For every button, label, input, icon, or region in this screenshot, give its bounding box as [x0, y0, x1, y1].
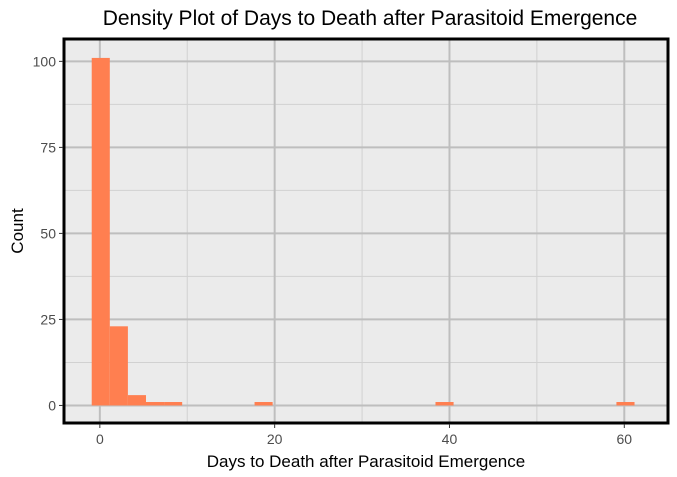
histogram-bar: [164, 402, 183, 406]
histogram-bar: [616, 402, 635, 406]
x-axis-ticks: 0 20 40 60: [96, 424, 632, 447]
histogram-bar: [109, 326, 128, 406]
histogram-bar: [127, 395, 146, 406]
y-tick-label: 0: [48, 397, 56, 413]
x-tick-label: 40: [442, 431, 458, 447]
y-tick-label: 75: [40, 139, 56, 155]
histogram-bar: [145, 402, 165, 406]
minor-gridlines: [64, 39, 668, 423]
histogram-bar: [254, 402, 273, 406]
y-axis-ticks: 0 25 50 75 100: [33, 53, 63, 413]
histogram-bar: [91, 57, 110, 406]
histogram-bars: [91, 57, 635, 406]
y-tick-label: 25: [40, 311, 56, 327]
x-axis-title: Days to Death after Parasitoid Emergence: [207, 452, 525, 471]
x-tick-label: 20: [267, 431, 283, 447]
chart-title: Density Plot of Days to Death after Para…: [103, 7, 638, 30]
y-axis-title: Count: [8, 208, 27, 254]
panel-border: [62, 37, 670, 425]
plot-panel: [64, 39, 668, 423]
y-tick-label: 100: [33, 53, 57, 69]
histogram-bar: [435, 402, 454, 406]
y-tick-label: 50: [40, 225, 56, 241]
x-tick-label: 60: [617, 431, 633, 447]
x-tick-label: 0: [96, 431, 104, 447]
